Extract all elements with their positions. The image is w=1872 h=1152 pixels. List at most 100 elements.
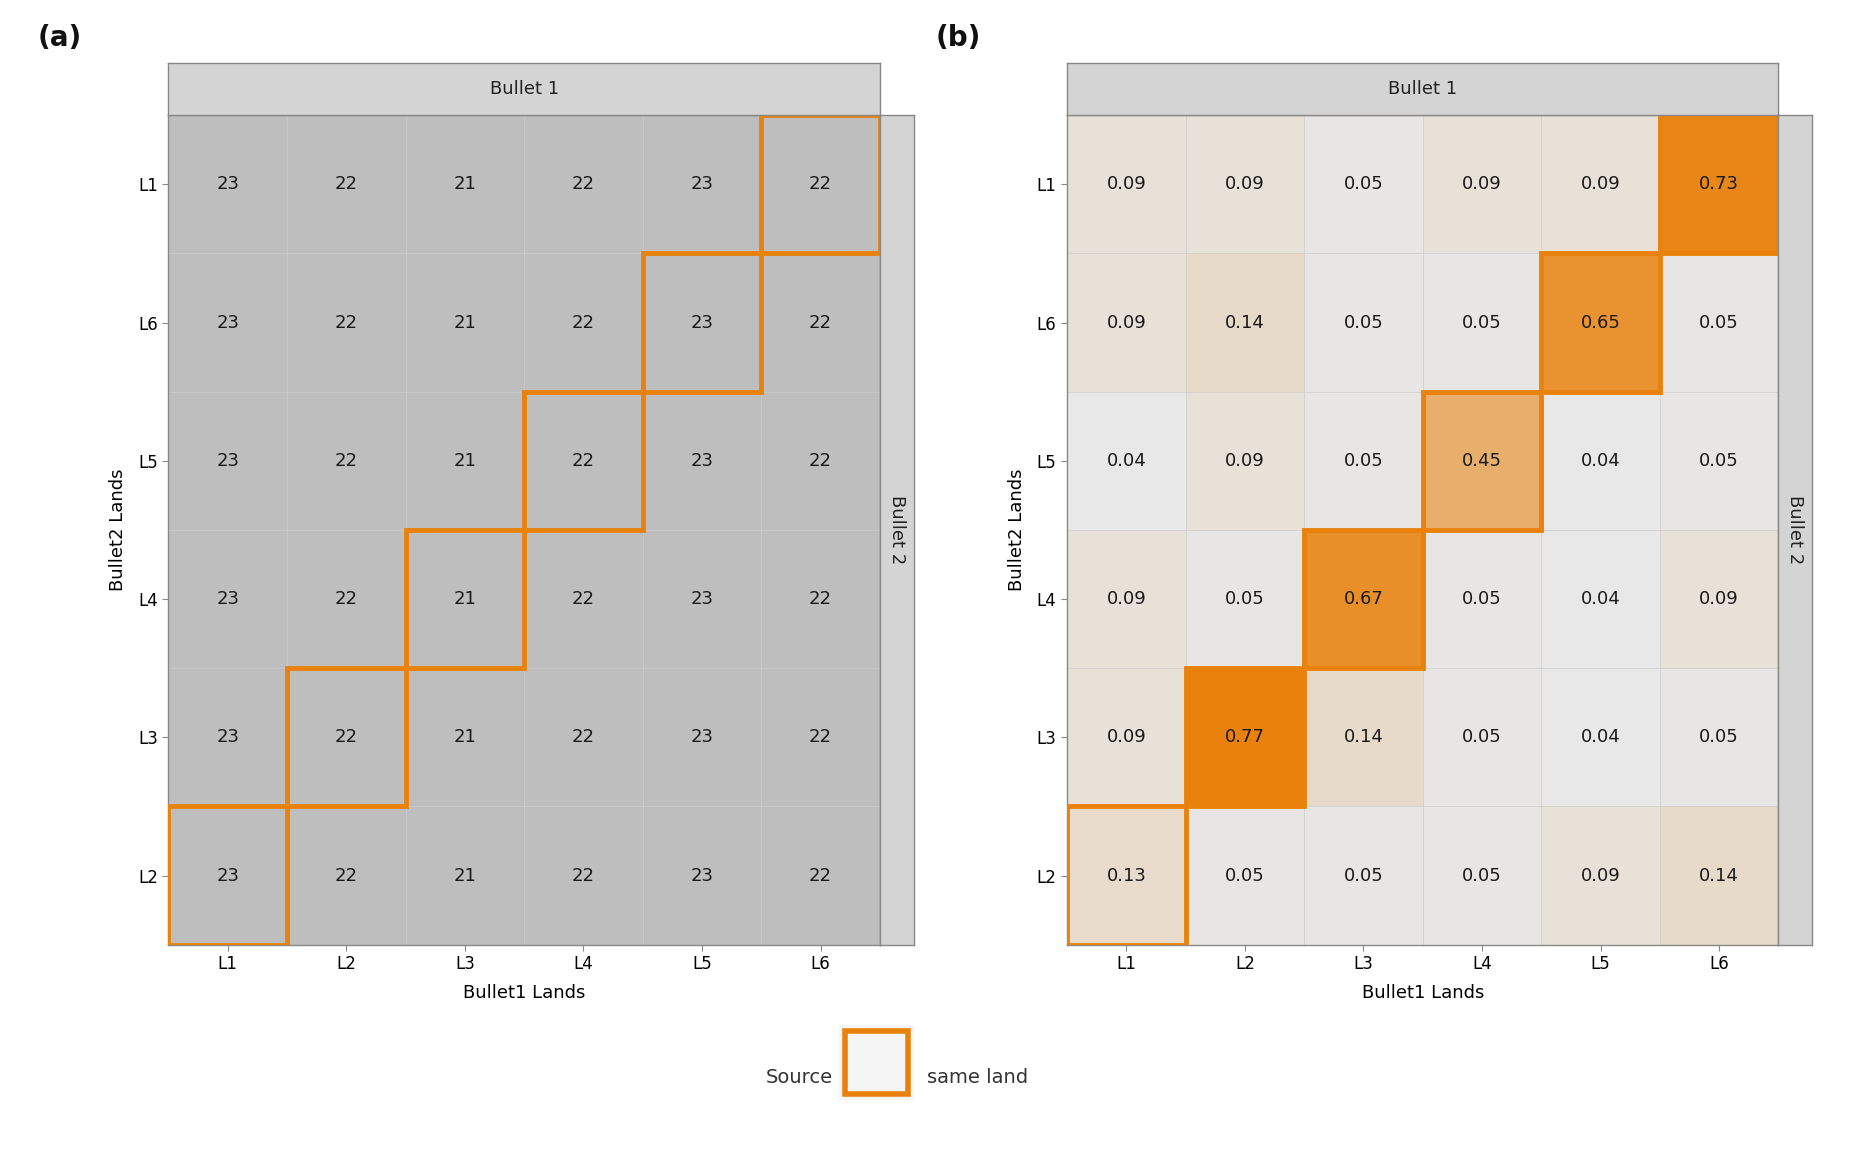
Bar xyxy=(1067,392,1185,530)
Text: 22: 22 xyxy=(809,175,831,194)
Text: (a): (a) xyxy=(37,24,82,52)
Bar xyxy=(1423,115,1541,253)
Text: 22: 22 xyxy=(335,313,358,332)
Text: 0.14: 0.14 xyxy=(1344,728,1383,746)
Text: 0.09: 0.09 xyxy=(1224,175,1265,194)
Text: 0.65: 0.65 xyxy=(1580,313,1621,332)
Text: 22: 22 xyxy=(335,175,358,194)
Bar xyxy=(406,668,524,806)
Bar xyxy=(642,530,762,668)
Bar xyxy=(762,115,880,253)
Bar xyxy=(1541,115,1660,253)
Text: 0.04: 0.04 xyxy=(1580,452,1621,470)
Bar xyxy=(1541,806,1660,945)
Bar xyxy=(168,253,286,392)
Text: 0.73: 0.73 xyxy=(1700,175,1739,194)
Bar xyxy=(524,806,642,945)
Bar xyxy=(1541,253,1660,392)
Bar xyxy=(642,253,762,392)
Bar xyxy=(1423,392,1541,530)
Bar xyxy=(168,115,286,253)
Text: 22: 22 xyxy=(809,313,831,332)
Bar xyxy=(1660,115,1778,253)
Bar xyxy=(168,806,286,945)
Bar xyxy=(286,806,406,945)
Bar xyxy=(1185,392,1305,530)
Bar xyxy=(1541,668,1660,806)
Text: (b): (b) xyxy=(936,24,981,52)
Text: 0.09: 0.09 xyxy=(1106,175,1146,194)
Bar xyxy=(642,806,762,945)
Text: Bullet 2: Bullet 2 xyxy=(887,495,906,564)
Text: 21: 21 xyxy=(453,452,475,470)
Text: 23: 23 xyxy=(691,175,713,194)
Bar xyxy=(286,115,406,253)
Bar xyxy=(1185,115,1305,253)
Text: Source: Source xyxy=(766,1068,833,1086)
Text: 23: 23 xyxy=(691,590,713,608)
Text: 0.09: 0.09 xyxy=(1224,452,1265,470)
Text: 22: 22 xyxy=(335,590,358,608)
Bar xyxy=(406,253,524,392)
Bar xyxy=(168,392,286,530)
X-axis label: Bullet1 Lands: Bullet1 Lands xyxy=(1361,984,1484,1002)
Text: 0.05: 0.05 xyxy=(1224,866,1265,885)
Text: 22: 22 xyxy=(809,728,831,746)
Bar xyxy=(524,253,642,392)
Text: 0.14: 0.14 xyxy=(1700,866,1739,885)
Text: 23: 23 xyxy=(217,313,240,332)
Bar xyxy=(1185,530,1305,668)
Bar xyxy=(1305,530,1423,668)
Text: 23: 23 xyxy=(691,728,713,746)
Bar xyxy=(1185,668,1305,806)
Text: 0.09: 0.09 xyxy=(1106,313,1146,332)
Text: 21: 21 xyxy=(453,175,475,194)
Bar xyxy=(1305,668,1423,806)
Text: 0.05: 0.05 xyxy=(1344,452,1383,470)
Text: 0.05: 0.05 xyxy=(1344,175,1383,194)
Text: 0.04: 0.04 xyxy=(1580,728,1621,746)
Text: 0.05: 0.05 xyxy=(1462,313,1501,332)
Bar xyxy=(406,530,524,668)
Text: 0.09: 0.09 xyxy=(1700,590,1739,608)
Bar xyxy=(1305,253,1423,392)
Text: 23: 23 xyxy=(691,452,713,470)
Bar xyxy=(406,392,524,530)
Text: 21: 21 xyxy=(453,313,475,332)
Text: 22: 22 xyxy=(573,866,595,885)
Text: 21: 21 xyxy=(453,590,475,608)
Bar xyxy=(1660,806,1778,945)
Bar xyxy=(1067,806,1185,945)
Text: 22: 22 xyxy=(335,452,358,470)
Text: 22: 22 xyxy=(809,866,831,885)
Text: 0.09: 0.09 xyxy=(1106,728,1146,746)
Text: 0.67: 0.67 xyxy=(1344,590,1383,608)
Text: 22: 22 xyxy=(573,175,595,194)
Text: 22: 22 xyxy=(809,452,831,470)
Bar xyxy=(406,115,524,253)
Text: 0.45: 0.45 xyxy=(1462,452,1501,470)
Bar xyxy=(762,253,880,392)
Bar xyxy=(762,392,880,530)
Text: Bullet 2: Bullet 2 xyxy=(1786,495,1805,564)
Text: 23: 23 xyxy=(217,866,240,885)
Bar xyxy=(168,530,286,668)
Bar xyxy=(286,668,406,806)
Bar xyxy=(1067,668,1185,806)
Text: 0.14: 0.14 xyxy=(1224,313,1265,332)
Text: Bullet 1: Bullet 1 xyxy=(1389,81,1456,98)
Bar xyxy=(1185,806,1305,945)
Bar xyxy=(1660,392,1778,530)
Bar xyxy=(642,392,762,530)
Bar xyxy=(762,668,880,806)
Text: 0.09: 0.09 xyxy=(1462,175,1501,194)
Bar xyxy=(524,530,642,668)
Text: 22: 22 xyxy=(335,728,358,746)
Bar xyxy=(1541,530,1660,668)
Text: 0.05: 0.05 xyxy=(1462,728,1501,746)
Bar xyxy=(1305,806,1423,945)
Text: 0.77: 0.77 xyxy=(1224,728,1265,746)
Bar xyxy=(1305,115,1423,253)
Text: 22: 22 xyxy=(573,728,595,746)
Text: 23: 23 xyxy=(691,313,713,332)
